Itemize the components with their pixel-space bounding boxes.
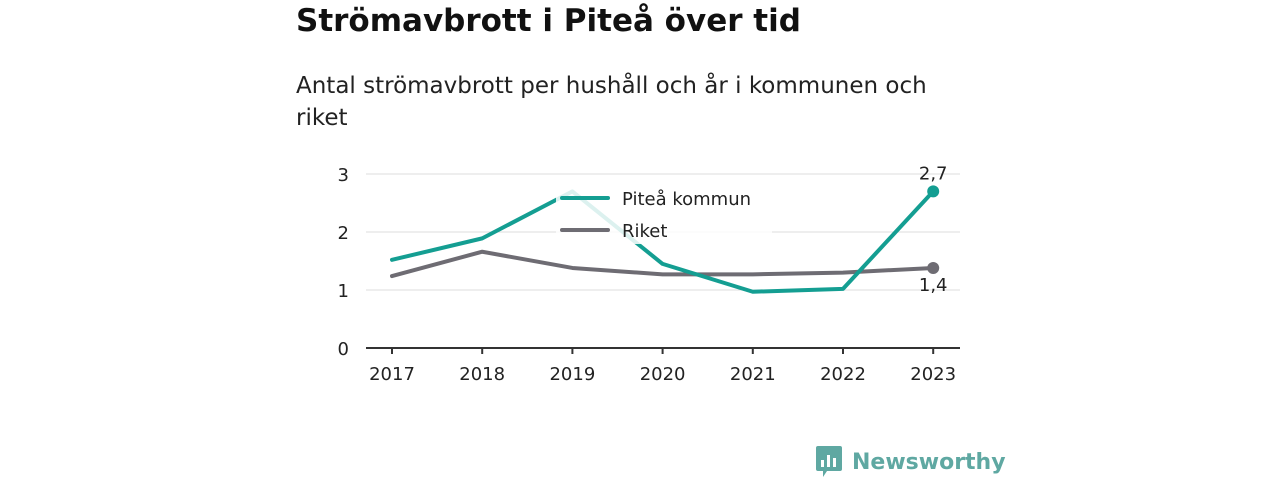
series-line [390, 249, 936, 279]
y-tick-label: 0 [338, 339, 349, 360]
chart-subtitle: Antal strömavbrott per hushåll och år i … [296, 73, 927, 131]
x-tick-label: 2017 [369, 364, 415, 385]
series-end-point [927, 185, 940, 198]
x-tick-label: 2019 [549, 364, 595, 385]
newsworthy-logo-icon [816, 446, 842, 477]
x-tick-label: 2022 [820, 364, 866, 385]
series-end-point [927, 261, 940, 274]
chart-title: Strömavbrott i Piteå över tid [296, 3, 801, 39]
newsworthy-brand: Newsworthy [815, 444, 1006, 480]
x-tick-label: 2021 [730, 364, 776, 385]
legend-label: Piteå kommun [622, 189, 751, 210]
data-label: 2,7 [919, 163, 948, 184]
y-tick-label: 2 [338, 223, 349, 244]
brand-name: Newsworthy [852, 449, 1006, 475]
legend-background [556, 182, 772, 244]
y-tick-label: 1 [338, 281, 349, 302]
x-tick-label: 2020 [640, 364, 686, 385]
legend-label: Riket [622, 221, 667, 242]
x-tick-label: 2023 [910, 364, 956, 385]
x-tick-label: 2018 [459, 364, 505, 385]
y-tick-label: 3 [338, 165, 349, 186]
series-line [390, 189, 936, 294]
data-label: 1,4 [919, 275, 948, 296]
